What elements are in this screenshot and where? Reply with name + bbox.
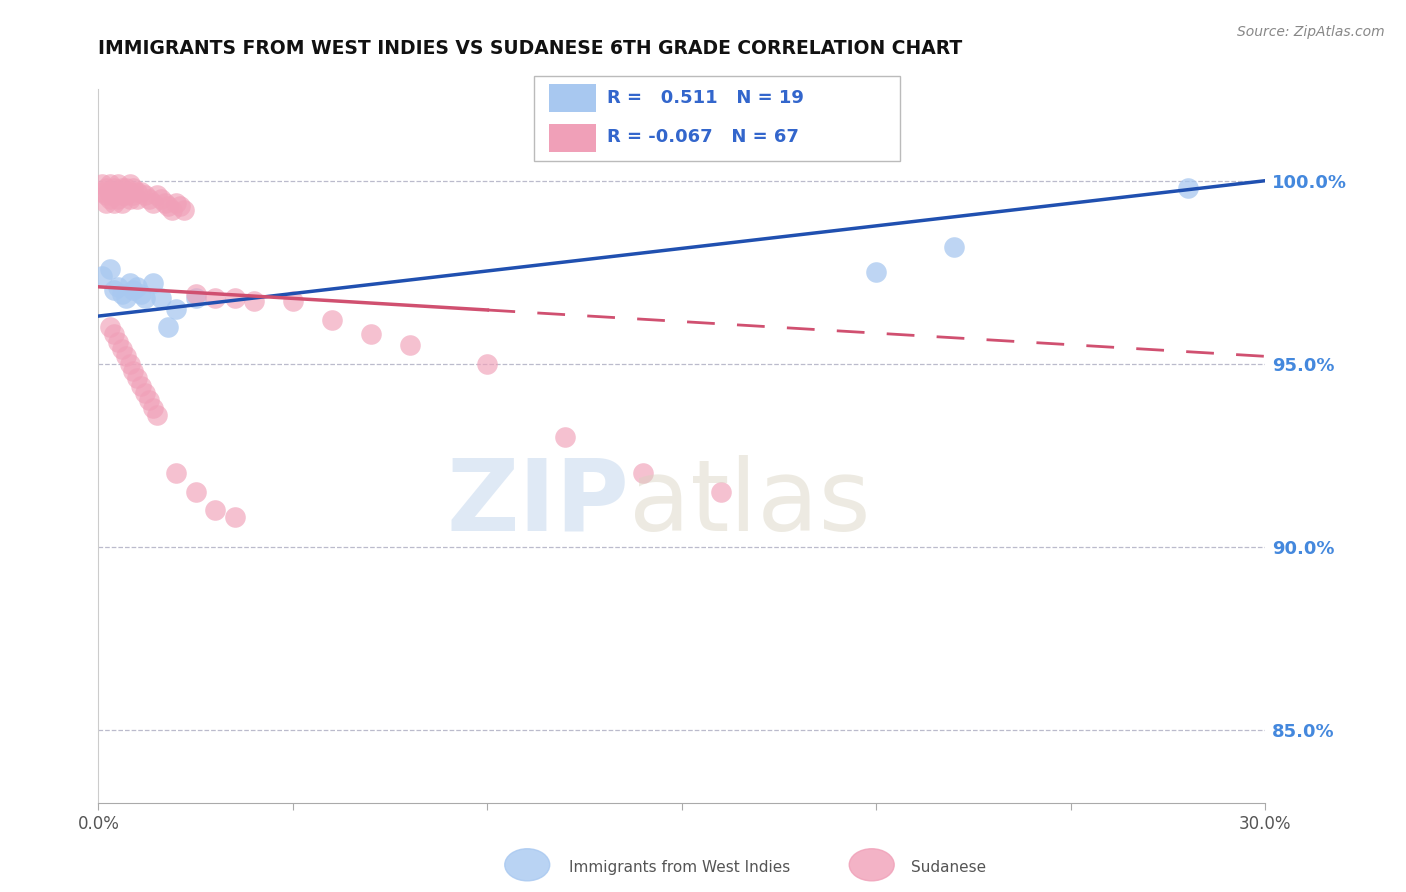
Point [321,312,343,326]
Point [98,320,121,334]
Point [477,357,499,371]
Point [114,188,136,202]
Point [107,334,129,349]
Point [138,192,160,206]
Point [118,178,141,192]
Point [146,408,169,422]
Point [107,280,129,294]
Text: atlas: atlas [630,455,872,551]
Point [165,195,187,210]
Text: ZIP: ZIP [447,455,630,551]
Point [184,484,207,499]
Point [710,484,733,499]
Circle shape [505,849,550,881]
Point [91,178,114,192]
Point [162,202,184,217]
Point [118,185,141,199]
Point [129,378,152,392]
Text: R =   0.511   N = 19: R = 0.511 N = 19 [607,89,804,107]
Point [98,192,121,206]
Text: R = -0.067   N = 67: R = -0.067 N = 67 [607,128,799,146]
Point [118,357,141,371]
Point [111,181,134,195]
Text: IMMIGRANTS FROM WEST INDIES VS SUDANESE 6TH GRADE CORRELATION CHART: IMMIGRANTS FROM WEST INDIES VS SUDANESE … [98,39,963,58]
Point [122,188,145,202]
Point [554,430,576,444]
Point [114,181,136,195]
Point [146,188,169,202]
Point [129,185,152,199]
Point [134,188,156,202]
Point [111,287,134,301]
Point [184,287,207,301]
Point [149,291,172,305]
Point [142,276,165,290]
Point [98,178,121,192]
Point [118,192,141,206]
Point [169,199,191,213]
Point [96,195,118,210]
Point [98,185,121,199]
Point [153,195,176,210]
Point [165,301,187,316]
Point [243,294,266,309]
Point [122,284,145,298]
Point [865,265,887,279]
Point [127,185,149,199]
Point [165,467,187,481]
Point [398,338,420,352]
Point [103,284,125,298]
Point [184,291,207,305]
Point [96,188,118,202]
Point [111,188,134,202]
Point [224,291,246,305]
Point [204,291,226,305]
Point [96,181,118,195]
Point [111,342,134,356]
Point [103,195,125,210]
Point [134,291,156,305]
Point [111,195,134,210]
FancyBboxPatch shape [534,76,900,161]
Point [103,188,125,202]
Circle shape [849,849,894,881]
Point [114,349,136,363]
Text: Immigrants from West Indies: Immigrants from West Indies [569,860,790,874]
Point [129,287,152,301]
Point [138,393,160,408]
Point [98,261,121,276]
Point [127,280,149,294]
Point [631,467,654,481]
Point [142,401,165,415]
Point [127,192,149,206]
Point [204,503,226,517]
Point [157,320,180,334]
Point [224,510,246,524]
Point [103,181,125,195]
Point [1177,181,1199,195]
Point [122,181,145,195]
Point [360,327,382,342]
Text: Source: ZipAtlas.com: Source: ZipAtlas.com [1237,25,1385,39]
FancyBboxPatch shape [548,85,596,112]
Point [91,185,114,199]
Point [157,199,180,213]
FancyBboxPatch shape [548,124,596,152]
Point [91,268,114,283]
Point [107,192,129,206]
Point [173,202,195,217]
Point [943,239,966,253]
Point [114,291,136,305]
Point [118,276,141,290]
Point [103,327,125,342]
Point [142,195,165,210]
Point [122,364,145,378]
Text: Sudanese: Sudanese [911,860,986,874]
Point [281,294,304,309]
Point [127,371,149,385]
Point [107,178,129,192]
Point [149,192,172,206]
Point [134,386,156,401]
Point [107,185,129,199]
